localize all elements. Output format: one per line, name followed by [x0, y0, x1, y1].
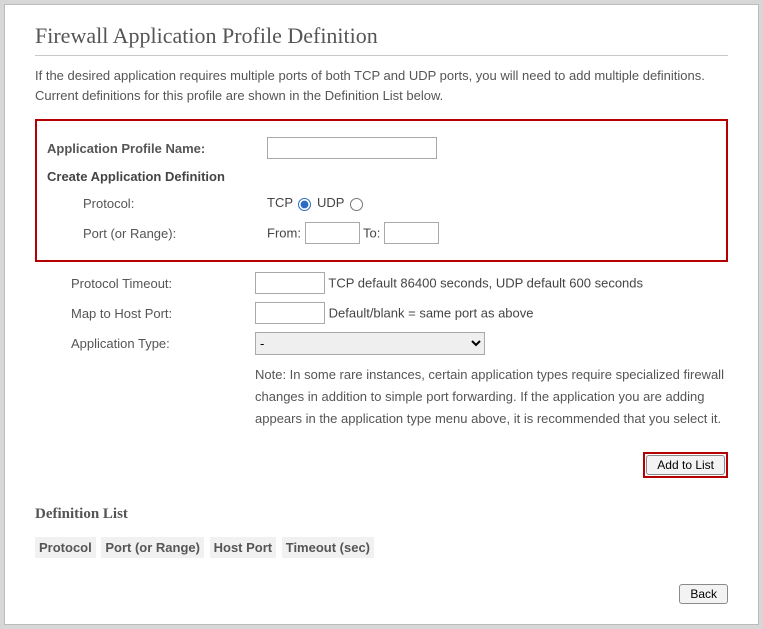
protocol-timeout-label: Protocol Timeout:: [35, 276, 255, 291]
protocol-timeout-hint: TCP default 86400 seconds, UDP default 6…: [328, 276, 643, 291]
port-range-label: Port (or Range):: [47, 226, 267, 241]
col-port-range: Port (or Range): [101, 537, 204, 558]
definition-list-header-row: Protocol Port (or Range) Host Port Timeo…: [35, 537, 728, 558]
page-title: Firewall Application Profile Definition: [35, 23, 728, 56]
port-to-label: To:: [363, 226, 380, 241]
col-host-port: Host Port: [210, 537, 277, 558]
tcp-radio[interactable]: [298, 198, 311, 211]
port-to-input[interactable]: [384, 222, 439, 244]
application-type-select[interactable]: -: [255, 332, 485, 355]
application-type-note: Note: In some rare instances, certain ap…: [255, 364, 728, 430]
port-from-input[interactable]: [305, 222, 360, 244]
port-from-label: From:: [267, 226, 301, 241]
create-application-definition-heading: Create Application Definition: [47, 169, 716, 184]
col-timeout: Timeout (sec): [282, 537, 374, 558]
udp-radio[interactable]: [350, 198, 363, 211]
udp-radio-label: UDP: [317, 195, 344, 210]
map-host-port-hint: Default/blank = same port as above: [329, 306, 534, 321]
add-button-row: Add to List: [35, 452, 728, 478]
protocol-label: Protocol:: [47, 196, 267, 211]
profile-name-input[interactable]: [267, 137, 437, 159]
highlighted-definition-box: Application Profile Name: Create Applica…: [35, 119, 728, 262]
definition-list-heading: Definition List: [35, 506, 728, 523]
protocol-timeout-input[interactable]: [255, 272, 325, 294]
profile-name-label: Application Profile Name:: [47, 141, 267, 156]
back-button[interactable]: Back: [679, 584, 728, 604]
intro-text: If the desired application requires mult…: [35, 66, 728, 105]
main-panel: Firewall Application Profile Definition …: [4, 4, 759, 625]
map-host-port-input[interactable]: [255, 302, 325, 324]
add-to-list-button[interactable]: Add to List: [646, 455, 725, 475]
map-host-port-label: Map to Host Port:: [35, 306, 255, 321]
col-protocol: Protocol: [35, 537, 96, 558]
application-type-label: Application Type:: [35, 336, 255, 351]
tcp-radio-label: TCP: [267, 195, 293, 210]
add-to-list-highlight: Add to List: [643, 452, 728, 478]
back-button-row: Back: [35, 584, 728, 604]
